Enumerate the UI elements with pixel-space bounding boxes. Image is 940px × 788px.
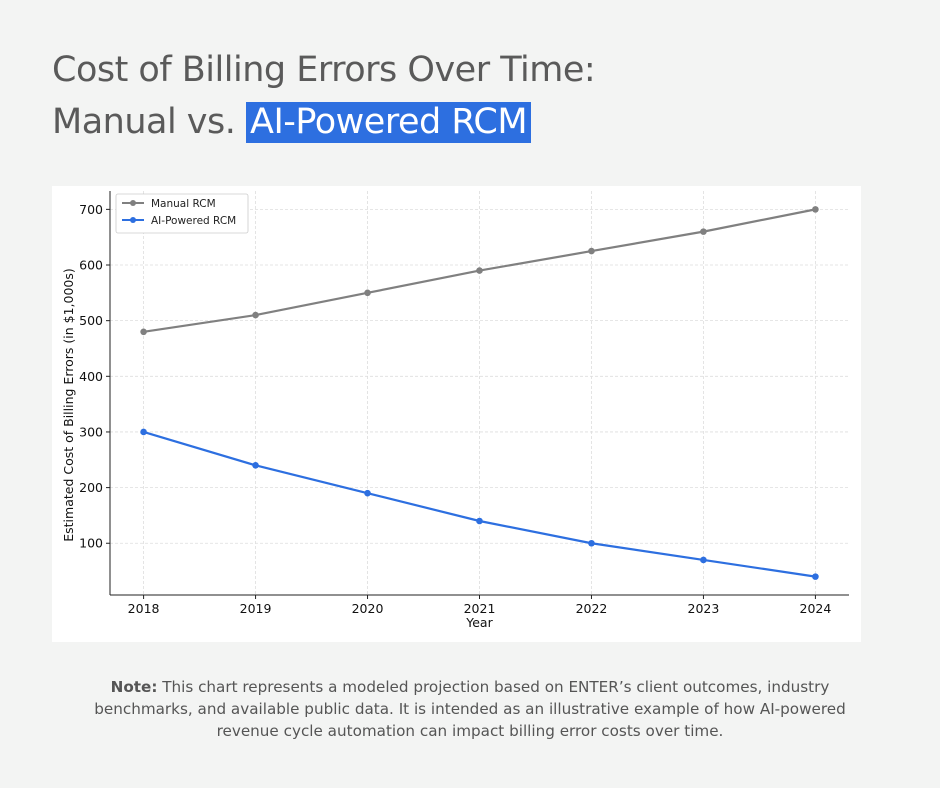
legend-marker xyxy=(130,200,136,206)
data-point xyxy=(476,517,483,525)
data-point xyxy=(140,428,147,436)
data-point xyxy=(364,489,371,497)
chart-note: Note: This chart represents a modeled pr… xyxy=(70,676,870,742)
data-point xyxy=(588,247,595,255)
line-chart: 100 200 300 400 500 600 700 2018 2019 2020 2021 202… xyxy=(61,191,849,630)
legend-label: Manual RCM xyxy=(151,198,216,210)
title-highlight: AI-Powered RCM xyxy=(246,102,532,143)
legend-box xyxy=(115,193,249,234)
y-tick-label: 500 xyxy=(79,313,103,328)
legend: Manual RCM AI-Powered RCM xyxy=(115,193,249,234)
x-tick-label: 2021 xyxy=(464,601,496,616)
y-tick-label: 200 xyxy=(79,480,103,495)
note-label: Note: xyxy=(110,678,158,696)
title-plain-text: Manual vs. xyxy=(52,102,247,142)
y-tick-label: 300 xyxy=(79,424,103,439)
chart-panel: 100 200 300 400 500 600 700 2018 2019 2020 2021 202… xyxy=(52,186,861,642)
title-line-1: Cost of Billing Errors Over Time: xyxy=(52,50,596,90)
x-tick-label: 2023 xyxy=(688,601,720,616)
x-tick-label: 2024 xyxy=(800,601,832,616)
data-point xyxy=(812,206,819,213)
data-point xyxy=(588,539,595,547)
x-tick-label: 2018 xyxy=(128,601,160,616)
y-tick-label: 600 xyxy=(79,258,103,273)
legend-marker xyxy=(130,217,136,223)
data-point xyxy=(140,328,147,336)
chart-title: Cost of Billing Errors Over Time: Manual… xyxy=(52,44,596,148)
x-axis-label: Year xyxy=(465,615,493,630)
data-point xyxy=(252,311,259,319)
data-point xyxy=(700,556,707,564)
x-tick-label: 2022 xyxy=(576,601,608,616)
note-text: This chart represents a modeled projecti… xyxy=(94,678,846,740)
data-point xyxy=(700,228,707,235)
data-point xyxy=(476,267,483,274)
title-line-2: Manual vs. AI-Powered RCM xyxy=(52,96,595,148)
y-tick-label: 400 xyxy=(79,369,103,384)
data-point xyxy=(252,462,259,469)
y-axis-label: Estimated Cost of Billing Errors (in $1,… xyxy=(61,268,76,542)
y-tick-label: 700 xyxy=(79,202,103,217)
data-point xyxy=(812,573,819,580)
data-point xyxy=(364,289,371,297)
x-tick-label: 2020 xyxy=(352,601,384,616)
y-tick-label: 100 xyxy=(79,536,103,551)
x-tick-label: 2019 xyxy=(240,601,272,616)
legend-label: AI-Powered RCM xyxy=(151,215,236,227)
